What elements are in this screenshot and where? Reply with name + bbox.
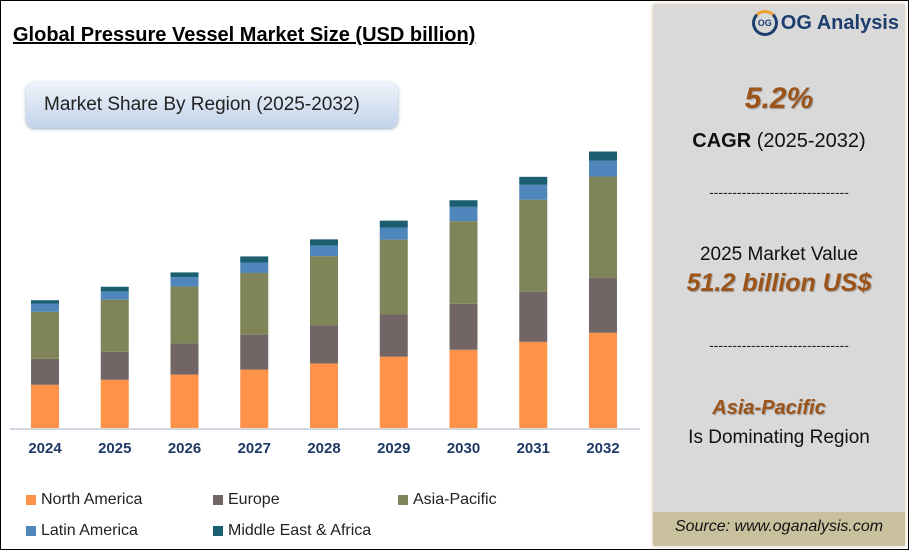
bar-segment-asia-pacific-2031 [519, 199, 548, 292]
bar-segment-north-america-2028 [310, 363, 338, 428]
bar-segment-north-america-2031 [519, 341, 548, 428]
bar-segment-latin-america-2032 [589, 160, 617, 177]
x-tick-label: 2024 [28, 440, 62, 457]
subtitle-box: Market Share By Region (2025-2032) [26, 82, 398, 128]
legend-label: Latin America [41, 522, 138, 539]
bar-segment-latin-america-2030 [449, 206, 478, 222]
legend-swatch [213, 495, 223, 505]
legend-label: Asia-Pacific [413, 491, 497, 508]
legend-item: North America [26, 491, 142, 509]
legend-swatch [398, 495, 408, 505]
bar-segment-europe-2025 [100, 351, 129, 380]
bar-segment-asia-pacific-2024 [31, 311, 59, 359]
bar-segment-middle-east-africa-2032 [589, 151, 617, 161]
source-text: Source: www.oganalysis.com [653, 512, 905, 546]
bar-segment-asia-pacific-2026 [170, 286, 199, 344]
x-tick-label: 2030 [447, 440, 480, 457]
bar-segment-asia-pacific-2030 [449, 221, 478, 304]
legend-item: Asia-Pacific [398, 491, 497, 509]
logo-text: OG Analysis [780, 11, 899, 34]
bar-segment-middle-east-africa-2024 [31, 300, 59, 304]
summary-panel: OG OG Analysis 5.2% CAGR (2025-2032) ---… [653, 4, 905, 546]
bar-segment-europe-2027 [240, 334, 269, 370]
bar-segment-north-america-2027 [240, 369, 269, 428]
bar-segment-north-america-2025 [100, 379, 129, 428]
bar-segment-asia-pacific-2032 [589, 176, 617, 278]
bar-segment-asia-pacific-2025 [100, 299, 129, 352]
legend-swatch [26, 495, 36, 505]
legend-swatch [26, 526, 36, 536]
bar-segment-middle-east-africa-2027 [240, 256, 269, 263]
x-tick-label: 2029 [377, 440, 410, 457]
bar-segment-latin-america-2025 [100, 291, 129, 300]
legend-label: Middle East & Africa [228, 522, 372, 539]
cagr-label: CAGR (2025-2032) [653, 130, 905, 153]
chart-title: Global Pressure Vessel Market Size (USD … [13, 24, 476, 46]
legend-label: Europe [228, 491, 280, 508]
bar-segment-north-america-2030 [449, 349, 478, 428]
bar-segment-europe-2028 [310, 325, 338, 364]
bar-segment-europe-2026 [170, 343, 199, 375]
dominating-label: Is Dominating Region [688, 427, 870, 448]
bar-segment-north-america-2026 [170, 374, 199, 428]
bar-segment-latin-america-2028 [310, 245, 338, 257]
market-value-label: 2025 Market Value [699, 244, 859, 265]
bar-segment-asia-pacific-2029 [379, 239, 408, 315]
stacked-bar-chart: 2024 2025 2026 2027 2028 2029 2030 2031 2032 [10, 151, 640, 457]
divider: ------------------------------ [709, 184, 849, 200]
legend-item: Latin America [26, 522, 138, 540]
cagr-value: 5.2% [744, 82, 814, 115]
bar-segment-middle-east-africa-2026 [170, 272, 199, 278]
bar-segment-north-america-2024 [31, 384, 59, 428]
cagr-period: (2025-2032) [751, 130, 866, 152]
bar-segment-latin-america-2031 [519, 184, 548, 200]
bar-segment-europe-2031 [519, 291, 548, 342]
legend-item: Middle East & Africa [213, 522, 371, 540]
bar-segment-latin-america-2027 [240, 262, 269, 273]
x-tick-label: 2026 [168, 440, 201, 457]
x-tick-label: 2032 [586, 440, 619, 457]
bar-segment-europe-2032 [589, 277, 617, 333]
bar-segment-europe-2029 [379, 314, 408, 357]
x-tick-label: 2025 [98, 440, 131, 457]
legend-label: North America [41, 491, 143, 508]
bar-segment-latin-america-2026 [170, 277, 199, 287]
x-tick-label: 2028 [307, 440, 340, 457]
bar-segment-middle-east-africa-2028 [310, 239, 338, 246]
x-tick-label: 2031 [517, 440, 550, 457]
bar-segment-middle-east-africa-2025 [100, 286, 129, 292]
dominating-region: Asia-Pacific [712, 397, 826, 419]
bar-segment-asia-pacific-2028 [310, 256, 338, 326]
bar-segment-europe-2024 [31, 358, 59, 385]
legend-swatch [213, 526, 223, 536]
bar-segment-middle-east-africa-2029 [379, 220, 408, 228]
og-analysis-logo: OG OG Analysis [751, 10, 899, 36]
bar-segment-north-america-2029 [379, 356, 408, 428]
divider: ------------------------------ [709, 337, 849, 353]
bar-segment-north-america-2032 [589, 332, 617, 428]
bar-segment-latin-america-2029 [379, 227, 408, 240]
bar-segment-latin-america-2024 [31, 303, 59, 312]
legend-item: Europe [213, 491, 280, 509]
bar-segment-asia-pacific-2027 [240, 272, 269, 335]
bar-segment-europe-2030 [449, 303, 478, 350]
bar-segment-middle-east-africa-2030 [449, 200, 478, 207]
bar-segment-middle-east-africa-2031 [519, 176, 548, 185]
cagr-label-bold: CAGR [692, 130, 752, 152]
x-tick-label: 2027 [238, 440, 271, 457]
og-logo-icon: OG [751, 10, 778, 36]
market-value: 51.2 billion US$ [686, 269, 872, 297]
